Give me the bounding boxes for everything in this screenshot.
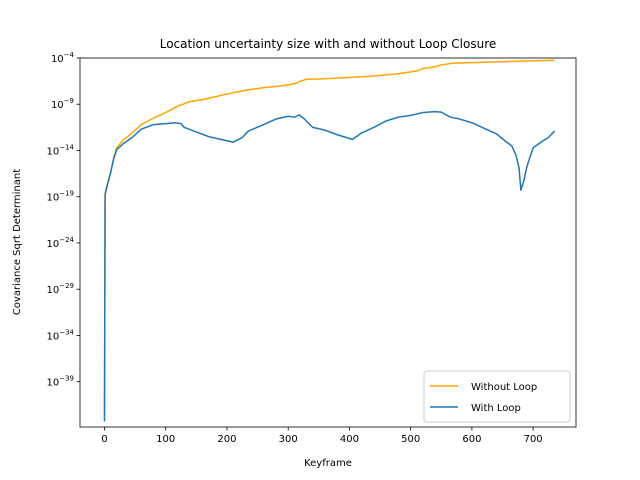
x-tick-label: 700 (524, 434, 543, 445)
y-axis-label: Covariance Sqrt Determinant (12, 169, 23, 315)
x-tick-label: 400 (340, 434, 359, 445)
legend-label-with-loop: With Loop (471, 403, 521, 414)
chart-title: Location uncertainty size with and witho… (160, 37, 497, 51)
x-tick-label: 200 (217, 434, 236, 445)
y-tick-label: 10−4 (51, 51, 75, 65)
plot-area: 0 100 200 300 400 500 600 700 10−4 10−9 10−14 10−19… (46, 51, 577, 445)
x-tick-label: 300 (279, 434, 298, 445)
x-axis-label: Keyframe (304, 458, 352, 469)
x-tick-label: 600 (462, 434, 481, 445)
legend-frame (423, 370, 571, 423)
y-tick-label: 10−29 (46, 282, 74, 296)
y-tick-label: 10−19 (46, 190, 74, 204)
series-line-with-loop (103, 110, 556, 422)
legend: Without Loop With Loop (423, 370, 571, 423)
y-tick-label: 10−14 (46, 143, 74, 157)
y-tick-label: 10−9 (51, 97, 74, 111)
y-tick-label: 10−34 (46, 328, 74, 342)
axes-frame (79, 57, 577, 428)
y-tick-label: 10−24 (46, 236, 74, 250)
x-tick-label: 500 (401, 434, 420, 445)
y-tick-label: 10−39 (46, 375, 74, 389)
legend-label-without-loop: Without Loop (471, 382, 537, 393)
x-tick-label: 0 (101, 434, 107, 445)
x-tick-label: 100 (156, 434, 175, 445)
